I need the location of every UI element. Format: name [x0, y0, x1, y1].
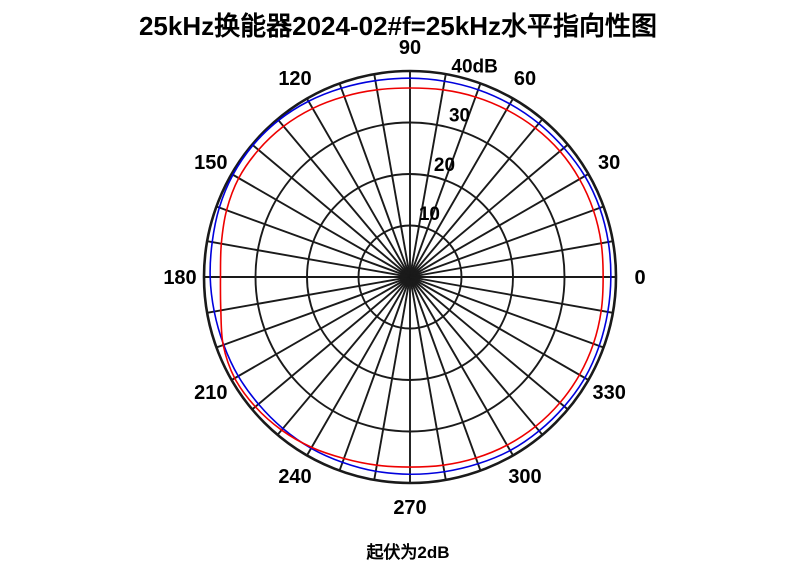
chart-title: 25kHz换能器2024-02#f=25kHz水平指向性图	[138, 11, 658, 41]
blue-trace-curve	[209, 77, 612, 476]
outer-circle	[202, 69, 618, 485]
angle-tick-label: 210	[194, 382, 227, 404]
angle-tick-label: 150	[194, 152, 227, 174]
polar-grid	[202, 69, 618, 485]
radial-grid-circle	[357, 224, 463, 330]
radial-tick-label: 10	[419, 204, 440, 225]
radial-grid-circle	[254, 121, 566, 433]
angle-tick-label: 270	[393, 497, 426, 519]
radial-tick-label: 30	[449, 106, 470, 127]
data-series	[209, 77, 612, 476]
chart-caption: 起伏为2dB	[366, 543, 450, 562]
angle-tick-label: 240	[278, 466, 311, 488]
angle-tick-label: 0	[634, 267, 645, 289]
angle-tick-label: 120	[278, 68, 311, 90]
radial-grid-circle	[306, 173, 514, 381]
radial-tick-labels: 10 20 30 40dB	[419, 56, 498, 225]
angle-tick-label: 60	[514, 68, 536, 90]
radial-tick-label: 20	[434, 155, 455, 176]
angle-grid-lines	[204, 71, 616, 483]
angle-tick-labels: 0 30 60 90 120 150 180 210 240 270 300 330	[163, 37, 645, 519]
angle-tick-label: 180	[163, 267, 196, 289]
angle-tick-label: 300	[508, 466, 541, 488]
angle-tick-label: 90	[399, 37, 421, 59]
angle-tick-label: 330	[592, 382, 625, 404]
red-trace-curve	[219, 87, 604, 468]
angle-tick-label: 30	[598, 152, 620, 174]
radial-grid-circles	[202, 69, 618, 485]
radial-tick-label: 40dB	[451, 56, 497, 77]
